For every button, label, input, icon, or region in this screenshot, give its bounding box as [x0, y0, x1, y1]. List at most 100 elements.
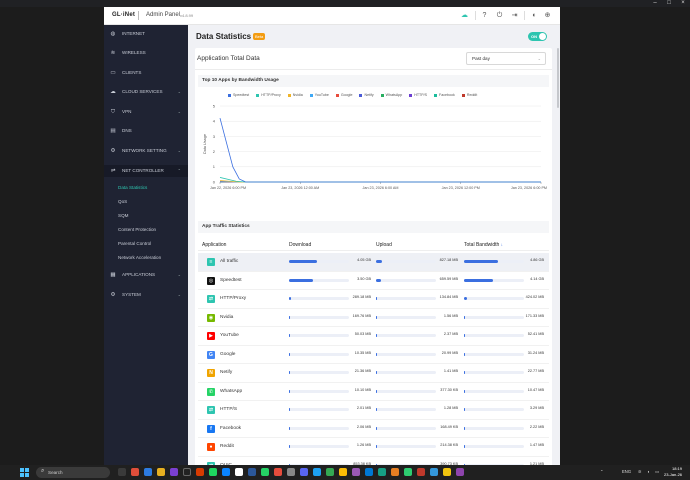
whatsapp-icon[interactable] [261, 468, 269, 476]
subitem-qos[interactable]: QoS [118, 199, 128, 204]
table-row[interactable]: ◉ Nvidia 169.76 MB 1.56 MB 171.33 MB [198, 309, 549, 327]
spotify-icon[interactable] [209, 468, 217, 476]
taskbar-app-icon[interactable] [274, 468, 282, 476]
subitem-network-acceleration[interactable]: Network Acceleration [118, 255, 162, 260]
theme-icon[interactable]: ◐ [532, 12, 537, 19]
taskbar-app-icon[interactable] [222, 468, 230, 476]
subitem-data-statistics[interactable]: Data Statistics [118, 185, 148, 190]
reboot-icon[interactable]: ⏻ [496, 12, 503, 19]
taskbar-app-icon[interactable] [144, 468, 152, 476]
wifi-status-icon[interactable]: ≋ [638, 469, 642, 474]
subitem-parental-control[interactable]: Parental Control [118, 241, 152, 246]
taskbar-search[interactable]: ⌕ Search [36, 467, 110, 478]
sidebar-item-wireless[interactable]: ≋ WIRELESS [104, 47, 188, 59]
legend-item[interactable]: YouTube [309, 93, 329, 97]
taskbar-app-icon[interactable] [352, 468, 360, 476]
total-value: 4.14 GB [530, 276, 544, 281]
column-total-bandwidth[interactable]: Total Bandwidth ↓ [464, 242, 503, 248]
taskbar-app-icon[interactable] [404, 468, 412, 476]
legend-item[interactable]: Nvidia [287, 93, 303, 97]
taskbar-app-icon[interactable] [456, 468, 464, 476]
taskbar-app-icon[interactable] [378, 468, 386, 476]
table-row[interactable]: ⇄ HTTP/Proxy 289.18 MB 134.84 MB 424.02 MB [198, 290, 549, 309]
sidebar-item-applications[interactable]: ▦ APPLICATIONS ⌄ [104, 269, 188, 281]
glinet-logo[interactable]: GL·iNet [112, 12, 136, 18]
table-row[interactable]: ≡ All traffic 4.05 GB 827.18 MB 4.86 GB [198, 253, 549, 272]
table-row[interactable]: ● Reddit 1.26 MB 214.38 KB 1.47 MB [198, 438, 549, 457]
time-range-value: Past day [472, 56, 490, 61]
subitem-content-protection[interactable]: Content Protection [118, 227, 157, 232]
taskbar-app-icon[interactable] [417, 468, 425, 476]
taskbar-app-icon[interactable] [365, 468, 373, 476]
legend-item[interactable]: Speedtest [228, 93, 249, 97]
legend-swatch [335, 93, 339, 97]
taskbar-app-icon[interactable] [430, 468, 438, 476]
legend-item[interactable]: Netify [359, 93, 374, 97]
chrome-icon[interactable] [339, 468, 347, 476]
taskbar-app-icon[interactable] [235, 468, 243, 476]
table-row[interactable]: ✆ WhatsApp 10.10 MB 377.30 KB 10.47 MB [198, 383, 549, 401]
taskbar-app-icon[interactable] [287, 468, 295, 476]
table-row[interactable]: ▶ YouTube 50.03 MB 2.37 MB 52.41 MB [198, 327, 549, 346]
taskbar-app-icon[interactable] [248, 468, 256, 476]
taskbar-app-icon[interactable] [300, 468, 308, 476]
volume-icon[interactable]: ◖ [647, 469, 650, 474]
task-view-icon[interactable] [118, 468, 126, 476]
windows-start-icon[interactable] [20, 468, 29, 477]
taskbar-app-icon[interactable] [326, 468, 334, 476]
minimize-icon[interactable]: – [653, 0, 657, 6]
taskbar-app-icon[interactable] [443, 468, 451, 476]
column-upload[interactable]: Upload [376, 242, 392, 248]
logout-icon[interactable]: ⇥ [511, 12, 518, 19]
close-icon[interactable]: × [681, 0, 685, 6]
table-row[interactable]: ◎ Speedtest 3.50 GB 659.59 MB 4.14 GB [198, 272, 549, 290]
system-clock[interactable]: 18:19 23-Jan-26 [664, 466, 682, 478]
sidebar-item-label: NET CONTROLLER [122, 168, 164, 173]
time-range-select[interactable]: Past day ⌄ [466, 52, 546, 65]
page-scrollbar[interactable] [557, 48, 559, 108]
help-icon[interactable]: ? [482, 12, 487, 19]
column-application[interactable]: Application [202, 242, 227, 248]
table-row[interactable]: ⇄ QUIC 853.38 KB 390.73 KB 1.21 MB [198, 457, 549, 466]
column-download[interactable]: Download [289, 242, 312, 248]
table-row[interactable]: G Google 10.35 MB 20.99 MB 31.24 MB [198, 346, 549, 364]
taskbar-app-icon[interactable] [391, 468, 399, 476]
sidebar-item-clients[interactable]: ▭ CLIENTS [104, 67, 188, 79]
legend-item[interactable]: WhatsApp [380, 93, 402, 97]
language-indicator[interactable]: ENG [622, 469, 632, 474]
table-row[interactable]: f Facebook 2.06 MB 168.49 KB 2.22 MB [198, 420, 549, 438]
table-row[interactable]: ⇄ HTTP/S 2.01 MB 1.28 MB 3.29 MB [198, 401, 549, 420]
nvidia-icon: ◉ [207, 313, 215, 322]
table-section-header: App Traffic Statistics [198, 221, 549, 233]
legend-item[interactable]: HTTP/Proxy [256, 93, 281, 97]
beta-badge: Beta [253, 33, 266, 40]
taskbar-app-icon[interactable] [170, 468, 178, 476]
legend-item[interactable]: HTTP/S [409, 93, 427, 97]
sidebar-item-vpn[interactable]: ⛉ VPN ⌄ [104, 106, 188, 118]
taskbar-app-icon[interactable] [196, 468, 204, 476]
legend-item[interactable]: Reddit [461, 93, 477, 97]
sidebar-item-system[interactable]: ⚙ SYSTEM ⌄ [104, 289, 188, 301]
table-row[interactable]: N Netify 21.36 MB 1.41 MB 22.77 MB [198, 364, 549, 383]
sidebar-item-internet[interactable]: ◍ INTERNET [104, 28, 188, 40]
legend-item[interactable]: Facebook [434, 93, 455, 97]
language-icon[interactable]: ⊕ [544, 12, 551, 19]
sidebar-item-net-controller[interactable]: ⇌ NET CONTROLLER ⌃ [104, 165, 188, 177]
sidebar-item-dns[interactable]: ▤ DNS [104, 125, 188, 137]
file-explorer-icon[interactable] [157, 468, 165, 476]
sort-down-icon[interactable]: ↓ [500, 242, 503, 247]
taskbar-app-icon[interactable] [131, 468, 139, 476]
cloud-status-icon[interactable]: ☁ [461, 12, 468, 19]
legend-item[interactable]: Google [335, 93, 352, 97]
battery-icon[interactable]: ▭ [655, 469, 659, 474]
sidebar-item-network-setting[interactable]: ⚙ NETWORK SETTING ⌄ [104, 145, 188, 157]
maximize-icon[interactable]: □ [667, 0, 671, 6]
taskbar-app-icon[interactable] [183, 468, 191, 476]
tray-chevron-icon[interactable]: ⌃ [600, 469, 604, 474]
subitem-sqm[interactable]: SQM [118, 213, 129, 218]
statistics-toggle[interactable]: ON [528, 32, 547, 41]
upload-bar-fill [376, 445, 377, 448]
taskbar-app-icon[interactable] [313, 468, 321, 476]
sidebar-item-cloud-services[interactable]: ☁ CLOUD SERVICES ⌄ [104, 86, 188, 98]
download-value: 2.01 MB [356, 406, 371, 410]
